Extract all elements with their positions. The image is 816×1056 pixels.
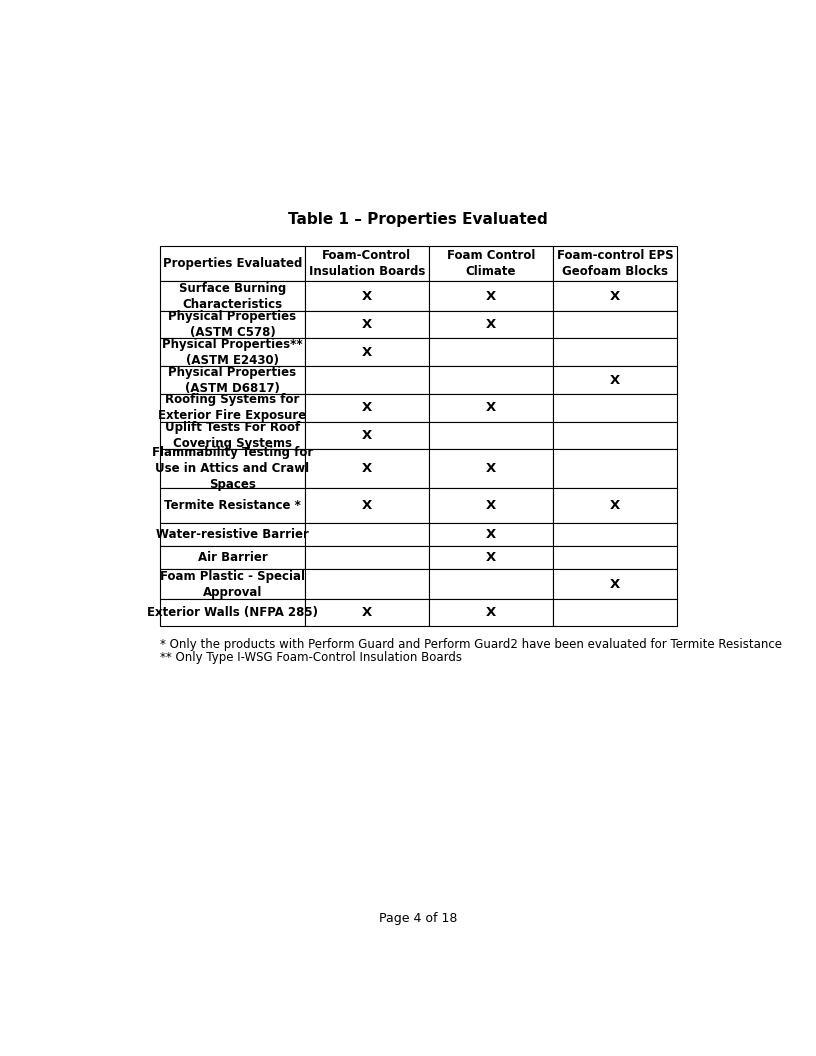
Text: * Only the products with Perform Guard and Perform Guard2 have been evaluated fo: * Only the products with Perform Guard a… xyxy=(160,638,782,650)
Text: X: X xyxy=(361,289,372,303)
Bar xyxy=(553,339,677,366)
Bar xyxy=(429,246,553,282)
Bar xyxy=(160,450,305,488)
Bar xyxy=(553,421,677,450)
Bar xyxy=(429,310,553,339)
Bar xyxy=(160,599,305,626)
Bar xyxy=(553,282,677,310)
Bar xyxy=(160,282,305,310)
Bar xyxy=(305,450,429,488)
Bar xyxy=(160,421,305,450)
Bar xyxy=(553,366,677,394)
Bar xyxy=(305,488,429,524)
Bar xyxy=(429,394,553,421)
Bar xyxy=(553,524,677,546)
Bar xyxy=(160,546,305,569)
Text: Foam-control EPS
Geofoam Blocks: Foam-control EPS Geofoam Blocks xyxy=(557,249,673,279)
Bar xyxy=(553,546,677,569)
Text: X: X xyxy=(610,578,620,590)
Text: X: X xyxy=(486,401,496,414)
Bar xyxy=(305,246,429,282)
Text: X: X xyxy=(361,345,372,359)
Bar xyxy=(429,366,553,394)
Bar xyxy=(553,599,677,626)
Text: Foam-Control
Insulation Boards: Foam-Control Insulation Boards xyxy=(308,249,425,279)
Bar xyxy=(160,394,305,421)
Bar xyxy=(160,569,305,599)
Bar xyxy=(305,569,429,599)
Text: X: X xyxy=(361,429,372,442)
Text: Exterior Walls (NFPA 285): Exterior Walls (NFPA 285) xyxy=(147,606,318,619)
Bar xyxy=(429,546,553,569)
Text: Water-resistive Barrier: Water-resistive Barrier xyxy=(156,528,309,542)
Text: Physical Properties**
(ASTM E2430): Physical Properties** (ASTM E2430) xyxy=(162,338,303,366)
Bar xyxy=(305,546,429,569)
Bar xyxy=(429,282,553,310)
Text: Roofing Systems for
Exterior Fire Exposure: Roofing Systems for Exterior Fire Exposu… xyxy=(158,393,307,422)
Bar xyxy=(429,569,553,599)
Bar xyxy=(160,366,305,394)
Text: Physical Properties
(ASTM C578): Physical Properties (ASTM C578) xyxy=(168,310,296,339)
Text: X: X xyxy=(486,289,496,303)
Bar xyxy=(429,421,553,450)
Text: Uplift Tests For Roof
Covering Systems: Uplift Tests For Roof Covering Systems xyxy=(165,421,300,450)
Bar xyxy=(305,524,429,546)
Text: X: X xyxy=(361,463,372,475)
Text: Termite Resistance *: Termite Resistance * xyxy=(164,499,301,512)
Text: Foam Plastic - Special
Approval: Foam Plastic - Special Approval xyxy=(160,569,305,599)
Bar xyxy=(160,339,305,366)
Bar xyxy=(429,339,553,366)
Text: Flammability Testing for
Use in Attics and Crawl
Spaces: Flammability Testing for Use in Attics a… xyxy=(152,446,313,491)
Bar xyxy=(160,488,305,524)
Bar xyxy=(553,569,677,599)
Bar xyxy=(305,599,429,626)
Text: Page 4 of 18: Page 4 of 18 xyxy=(379,911,458,925)
Bar xyxy=(429,450,553,488)
Bar xyxy=(553,450,677,488)
Text: Table 1 – Properties Evaluated: Table 1 – Properties Evaluated xyxy=(288,211,548,227)
Text: X: X xyxy=(361,499,372,512)
Text: X: X xyxy=(486,318,496,332)
Bar xyxy=(160,310,305,339)
Bar xyxy=(160,246,305,282)
Bar xyxy=(305,421,429,450)
Bar xyxy=(429,599,553,626)
Text: X: X xyxy=(486,528,496,542)
Bar xyxy=(553,310,677,339)
Bar xyxy=(429,524,553,546)
Text: X: X xyxy=(361,318,372,332)
Bar xyxy=(305,310,429,339)
Text: X: X xyxy=(486,606,496,619)
Text: Properties Evaluated: Properties Evaluated xyxy=(163,258,302,270)
Bar xyxy=(429,488,553,524)
Text: X: X xyxy=(610,499,620,512)
Text: X: X xyxy=(486,499,496,512)
Text: X: X xyxy=(486,463,496,475)
Bar xyxy=(305,282,429,310)
Bar xyxy=(553,394,677,421)
Text: X: X xyxy=(610,374,620,386)
Text: Foam Control
Climate: Foam Control Climate xyxy=(447,249,535,279)
Text: X: X xyxy=(486,551,496,564)
Text: X: X xyxy=(361,401,372,414)
Bar xyxy=(553,246,677,282)
Text: ** Only Type I-WSG Foam-Control Insulation Boards: ** Only Type I-WSG Foam-Control Insulati… xyxy=(160,652,462,664)
Text: Surface Burning
Characteristics: Surface Burning Characteristics xyxy=(179,282,286,310)
Text: Air Barrier: Air Barrier xyxy=(197,551,268,564)
Bar xyxy=(305,366,429,394)
Bar xyxy=(160,524,305,546)
Text: X: X xyxy=(361,606,372,619)
Bar xyxy=(305,339,429,366)
Text: X: X xyxy=(610,289,620,303)
Text: Physical Properties
(ASTM D6817): Physical Properties (ASTM D6817) xyxy=(168,365,296,395)
Bar xyxy=(305,394,429,421)
Bar xyxy=(553,488,677,524)
